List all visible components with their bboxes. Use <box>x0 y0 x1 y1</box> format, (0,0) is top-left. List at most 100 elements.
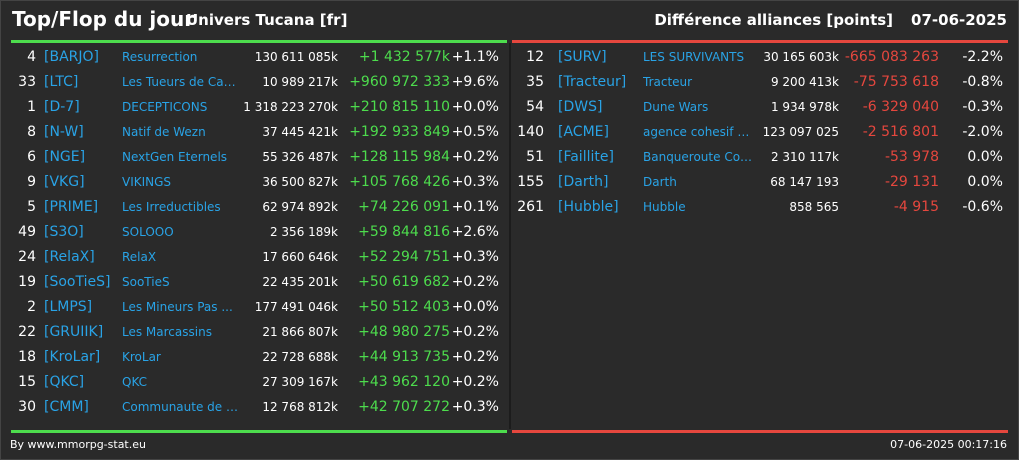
table-row: 2 [LMPS] Les Mineurs Pas ... 177 491 046k +5… <box>0 295 509 320</box>
percent-cell: 0.0% <box>967 149 1003 165</box>
panel-divider <box>509 43 511 429</box>
alliance-tag-link[interactable]: [S3O] <box>44 224 84 240</box>
alliance-tag-link[interactable]: [Faillite] <box>558 149 614 165</box>
rank-cell: 30 <box>18 399 36 415</box>
alliance-tag-link[interactable]: [SooTieS] <box>44 274 111 290</box>
alliance-tag-link[interactable]: [NGE] <box>44 149 86 165</box>
rank-cell: 261 <box>517 199 544 215</box>
diff-cell: +50 512 403 <box>358 299 450 315</box>
credit-link[interactable]: By www.mmorpg-stat.eu <box>10 438 146 451</box>
percent-cell: +0.0% <box>451 299 499 315</box>
alliance-tag-link[interactable]: [DWS] <box>558 99 603 115</box>
table-row: 15 [QKC] QKC 27 309 167k +43 962 120 +0.2% <box>0 370 509 395</box>
alliance-name-link[interactable]: Les Tueurs de Can... <box>122 75 242 89</box>
alliance-name-link[interactable]: LES SURVIVANTS <box>643 50 745 64</box>
diff-cell: +52 294 751 <box>358 249 450 265</box>
percent-cell: -0.8% <box>962 74 1003 90</box>
alliance-name-link[interactable]: Les Mineurs Pas ... <box>122 300 233 314</box>
points-cell: 858 565 <box>789 200 839 214</box>
alliance-tag-link[interactable]: [QKC] <box>44 374 85 390</box>
rank-cell: 140 <box>517 124 544 140</box>
alliance-tag-link[interactable]: [GRUIIK] <box>44 324 104 340</box>
alliance-tag-link[interactable]: [Tracteur] <box>558 74 627 90</box>
alliance-name-link[interactable]: Hubble <box>643 200 686 214</box>
alliance-tag-link[interactable]: [RelaX] <box>44 249 95 265</box>
table-row: 9 [VKG] VIKINGS 36 500 827k +105 768 426 +0.3… <box>0 170 509 195</box>
percent-cell: -2.0% <box>962 124 1003 140</box>
points-cell: 36 500 827k <box>262 175 338 189</box>
alliance-tag-link[interactable]: [BARJO] <box>44 49 99 65</box>
alliance-tag-link[interactable]: [LTC] <box>44 74 79 90</box>
rank-cell: 9 <box>27 174 36 190</box>
alliance-name-link[interactable]: agence cohesif m... <box>643 125 758 139</box>
rank-cell: 22 <box>18 324 36 340</box>
alliance-tag-link[interactable]: [LMPS] <box>44 299 93 315</box>
table-row: 155 [Darth] Darth 68 147 193 -29 131 0.0% <box>511 170 1019 195</box>
diff-cell: -53 978 <box>884 149 939 165</box>
alliance-name-link[interactable]: Dune Wars <box>643 100 709 114</box>
alliance-tag-link[interactable]: [N-W] <box>44 124 84 140</box>
points-cell: 22 728 688k <box>262 350 338 364</box>
rank-cell: 6 <box>27 149 36 165</box>
table-row: 18 [KroLar] KroLar 22 728 688k +44 913 735 +0… <box>0 345 509 370</box>
header: Top/Flop du jour Univers Tucana [fr] Dif… <box>0 0 1019 40</box>
alliance-name-link[interactable]: QKC <box>122 375 148 389</box>
flop-accent-line-upper <box>512 40 1008 43</box>
percent-cell: +0.5% <box>451 124 499 140</box>
alliance-name-link[interactable]: Darth <box>643 175 677 189</box>
alliance-name-link[interactable]: Les Irreductibles <box>122 200 221 214</box>
table-row: 49 [S3O] SOLOOO 2 356 189k +59 844 816 +2.6% <box>0 220 509 245</box>
alliance-name-link[interactable]: NextGen Eternels <box>122 150 228 164</box>
alliance-name-link[interactable]: Communaute de m... <box>122 400 242 414</box>
alliance-tag-link[interactable]: [PRIME] <box>44 199 99 215</box>
alliance-name-link[interactable]: DECEPTICONS <box>122 100 208 114</box>
diff-cell: +105 768 426 <box>349 174 450 190</box>
rank-cell: 2 <box>27 299 36 315</box>
alliance-tag-link[interactable]: [Darth] <box>558 174 609 190</box>
percent-cell: +0.2% <box>451 374 499 390</box>
alliance-name-link[interactable]: Resurrection <box>122 50 198 64</box>
rank-cell: 35 <box>526 74 544 90</box>
table-row: 24 [RelaX] RelaX 17 660 646k +52 294 751 +0.3… <box>0 245 509 270</box>
table-row: 35 [Tracteur] Tracteur 9 200 413k -75 753 61… <box>511 70 1019 95</box>
points-cell: 2 356 189k <box>269 225 338 239</box>
table-row: 12 [SURV] LES SURVIVANTS 30 165 603k -665 08… <box>511 45 1019 70</box>
points-cell: 37 445 421k <box>262 125 338 139</box>
percent-cell: +9.6% <box>451 74 499 90</box>
alliance-tag-link[interactable]: [SURV] <box>558 49 607 65</box>
rank-cell: 49 <box>18 224 36 240</box>
alliance-tag-link[interactable]: [D-7] <box>44 99 80 115</box>
metric-label: Différence alliances [points] <box>654 11 894 29</box>
percent-cell: +0.3% <box>451 249 499 265</box>
points-cell: 22 435 201k <box>262 275 338 289</box>
alliance-name-link[interactable]: VIKINGS <box>122 175 172 189</box>
diff-cell: +42 707 272 <box>358 399 450 415</box>
percent-cell: +0.2% <box>451 349 499 365</box>
table-row: 1 [D-7] DECEPTICONS 1 318 223 270k +210 815 … <box>0 95 509 120</box>
percent-cell: -0.3% <box>962 99 1003 115</box>
diff-cell: +48 980 275 <box>358 324 450 340</box>
rank-cell: 8 <box>27 124 36 140</box>
alliance-name-link[interactable]: Natif de Wezn <box>122 125 206 139</box>
alliance-tag-link[interactable]: [VKG] <box>44 174 85 190</box>
alliance-name-link[interactable]: SOLOOO <box>122 225 174 239</box>
percent-cell: +0.0% <box>451 99 499 115</box>
percent-cell: +0.3% <box>451 174 499 190</box>
alliance-tag-link[interactable]: [KroLar] <box>44 349 101 365</box>
alliance-name-link[interactable]: Tracteur <box>643 75 693 89</box>
percent-cell: +0.3% <box>451 399 499 415</box>
alliance-tag-link[interactable]: [Hubble] <box>558 199 619 215</box>
alliance-name-link[interactable]: KroLar <box>122 350 161 364</box>
alliance-tag-link[interactable]: [CMM] <box>44 399 89 415</box>
rank-cell: 12 <box>526 49 544 65</box>
alliance-name-link[interactable]: Banqueroute Cosm... <box>643 150 758 164</box>
alliance-name-link[interactable]: RelaX <box>122 250 157 264</box>
alliance-tag-link[interactable]: [ACME] <box>558 124 609 140</box>
alliance-name-link[interactable]: Les Marcassins <box>122 325 212 339</box>
table-row: 8 [N-W] Natif de Wezn 37 445 421k +192 933 8… <box>0 120 509 145</box>
rank-cell: 24 <box>18 249 36 265</box>
rank-cell: 33 <box>18 74 36 90</box>
points-cell: 130 611 085k <box>254 50 338 64</box>
alliance-name-link[interactable]: SooTieS <box>122 275 170 289</box>
rank-cell: 4 <box>27 49 36 65</box>
